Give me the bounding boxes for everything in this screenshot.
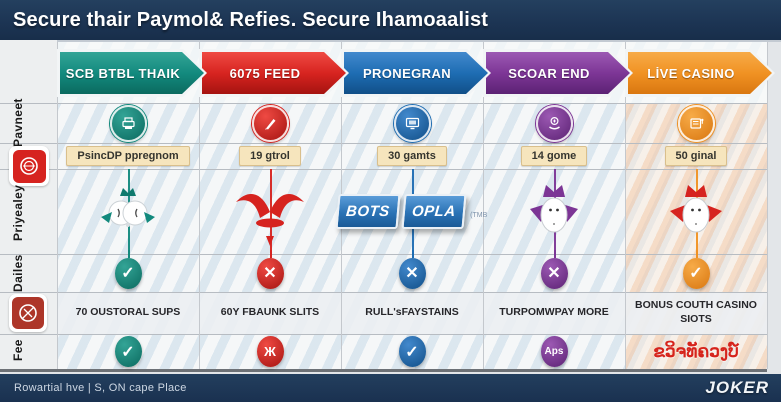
value-cell: PsincDP ppregnom [57, 143, 199, 169]
value-box: 19 gtrol [239, 146, 301, 166]
daily-cell: ✓ [625, 249, 767, 292]
column-header-scoar: SCOAR END [483, 49, 633, 97]
bots-logo-text: BOTS [335, 194, 400, 229]
logo-cell [483, 169, 625, 254]
value-cell: 14 gome [483, 143, 625, 169]
value-cell: 50 ginal [625, 143, 767, 169]
monitor-icon [393, 104, 431, 142]
joker-brand-logo: JOKER [705, 378, 769, 397]
column-header-pronegran: PRONEGRAN [341, 49, 491, 97]
bank-printer-icon [109, 104, 147, 142]
column-header-scb: SCB BTBL THAIK [57, 49, 207, 97]
daily-cell: ✓ [57, 249, 199, 292]
feature-cell: 70 OUSTORAL SUPS [57, 292, 199, 334]
purple-egg-mascot-logo [530, 184, 578, 232]
red-egg-mascot-logo [670, 184, 722, 232]
gridline [625, 42, 626, 369]
daily-cell: ✕ [483, 249, 625, 292]
gridline [0, 254, 767, 255]
gridline [0, 334, 767, 335]
logo-cell [625, 169, 767, 254]
feature-cell: RULL'sFAYSTAINS [341, 292, 483, 334]
logo-cell: BOTS OPLA (TMB [335, 169, 487, 254]
bots-opla-logo: BOTS OPLA (TMB [335, 194, 488, 229]
logo-cell [199, 169, 341, 254]
value-box: 30 gamts [377, 146, 447, 166]
gridline [767, 42, 768, 369]
aps-badge-icon: Aps [540, 336, 568, 367]
row-label-fee: Fee [11, 339, 25, 361]
no-fee-badge-icon [9, 294, 47, 332]
value-box: 50 ginal [664, 146, 728, 166]
icon-cell [341, 103, 483, 143]
fee-cell: ✓ [57, 334, 199, 369]
cross-icon: ✕ [256, 249, 284, 289]
check-icon: ✓ [682, 249, 710, 289]
row-label-plays: Priyealey [11, 184, 25, 242]
feature-text: RULL'sFAYSTAINS [365, 306, 459, 319]
column-header-livecasino: LİVE CASINO [625, 49, 775, 97]
feature-row-background [57, 292, 767, 334]
row-label-dailies: Dailes [11, 254, 25, 292]
crown-bear-mascot-logo [101, 187, 155, 227]
coin-emblem-icon [12, 149, 46, 183]
daily-cell: ✕ [199, 249, 341, 292]
red-flags-logo [236, 193, 304, 246]
check-icon: ✓ [114, 249, 142, 289]
feature-text: 60Y FBAUNK SLITS [220, 306, 320, 319]
value-box: PsincDP ppregnom [66, 146, 190, 166]
slot-machine-icon [677, 104, 715, 142]
feature-text: 70 OUSTORAL SUPS [75, 306, 181, 319]
icon-cell [625, 103, 767, 143]
row-label-payment: Pavneet [11, 98, 25, 148]
value-cell: 30 gamts [341, 143, 483, 169]
check-icon: ✓ [398, 336, 426, 367]
gridline [483, 42, 484, 369]
page-title: Secure thair Paymol& Refies. Secure Iham… [13, 8, 489, 31]
cross-icon: ✕ [540, 249, 568, 289]
value-box: 14 gome [520, 146, 588, 166]
footer-text: Rowartial hve | S, ON cape Place [14, 382, 187, 394]
zh-badge-icon: Ж [256, 336, 284, 367]
tmb-label: (TMB [470, 212, 488, 219]
icon-cell [57, 103, 199, 143]
fee-cell: Aps [483, 334, 625, 369]
feature-text: BONUS COUTH CASINO SIOTS [635, 299, 757, 325]
fee-script-text: ຂວິຈທັຄວງບ໌ [653, 341, 739, 361]
footer-bar: Rowartial hve | S, ON cape Place JOKER [0, 374, 781, 402]
value-cell: 19 gtrol [199, 143, 341, 169]
gridline [0, 292, 767, 293]
bottom-rule [0, 369, 767, 372]
icon-cell [199, 103, 341, 143]
fee-cell: ຂວິຈທັຄວງບ໌ [625, 334, 767, 369]
pen-icon [251, 104, 289, 142]
fee-cell: Ж [199, 334, 341, 369]
feature-cell: BONUS COUTH CASINO SIOTS [625, 292, 767, 334]
check-icon: ✓ [114, 336, 142, 367]
coin-badge-icon [9, 146, 49, 186]
crossed-circle-icon [12, 297, 44, 329]
gridline [0, 169, 767, 170]
feature-text: TURPOMWPAY MORE [499, 306, 609, 319]
gridline [57, 42, 58, 369]
gridline [199, 42, 200, 369]
fee-cell: ✓ [341, 334, 483, 369]
gridline [0, 103, 767, 104]
feature-cell: 60Y FBAUNK SLITS [199, 292, 341, 334]
gridline [0, 143, 767, 144]
daily-cell: ✕ [341, 249, 483, 292]
logo-cell [57, 169, 199, 254]
title-bar: Secure thair Paymol& Refies. Secure Iham… [0, 0, 781, 42]
feature-cell: TURPOMWPAY MORE [483, 292, 625, 334]
column-header-feed: 6075 FEED [199, 49, 349, 97]
money-hand-icon [535, 104, 573, 142]
icon-cell [483, 103, 625, 143]
cross-icon: ✕ [398, 249, 426, 289]
opla-logo-text: OPLA [401, 194, 467, 229]
